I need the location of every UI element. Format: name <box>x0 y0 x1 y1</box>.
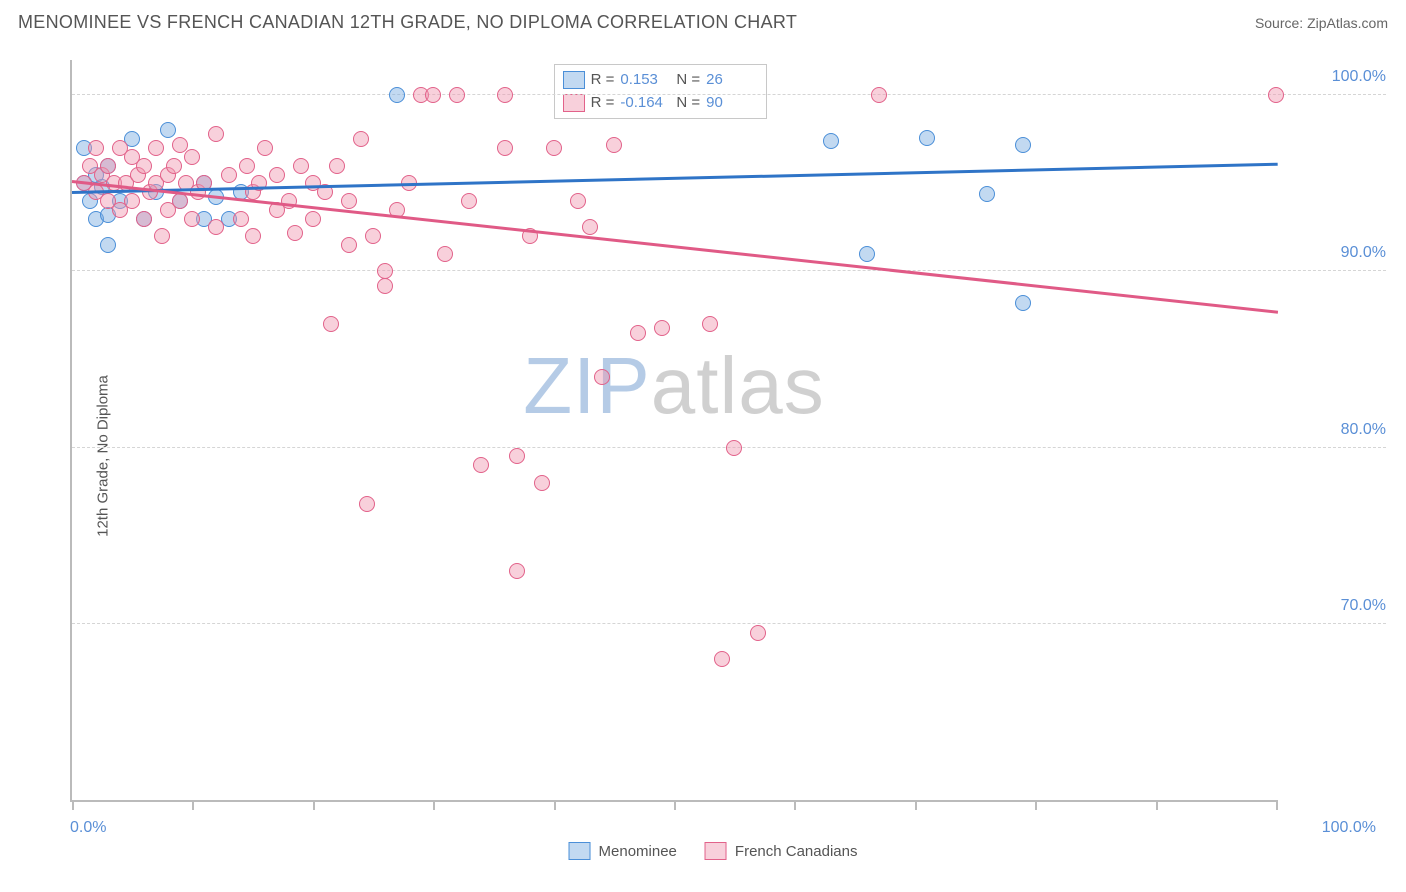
data-point <box>365 228 381 244</box>
data-point <box>166 158 182 174</box>
watermark: ZIPatlas <box>523 340 824 432</box>
data-point <box>88 140 104 156</box>
trend-line <box>72 180 1278 314</box>
x-tick <box>915 800 917 810</box>
data-point <box>160 122 176 138</box>
data-point <box>582 219 598 235</box>
data-point <box>293 158 309 174</box>
data-point <box>1015 137 1031 153</box>
data-point <box>245 228 261 244</box>
data-point <box>136 158 152 174</box>
y-tick-label: 100.0% <box>1286 68 1386 86</box>
data-point <box>461 193 477 209</box>
data-point <box>570 193 586 209</box>
data-point <box>377 278 393 294</box>
data-point <box>449 87 465 103</box>
data-point <box>124 193 140 209</box>
data-point <box>654 320 670 336</box>
data-point <box>919 130 935 146</box>
data-point <box>871 87 887 103</box>
data-point <box>437 246 453 262</box>
plot-area: ZIPatlas R = 0.153 N = 26R = -0.164 N = … <box>70 60 1276 802</box>
data-point <box>425 87 441 103</box>
data-point <box>389 87 405 103</box>
x-tick <box>1156 800 1158 810</box>
data-point <box>208 126 224 142</box>
y-tick-label: 70.0% <box>1286 597 1386 615</box>
data-point <box>1015 295 1031 311</box>
data-point <box>269 167 285 183</box>
data-point <box>359 496 375 512</box>
data-point <box>497 87 513 103</box>
data-point <box>353 131 369 147</box>
data-point <box>341 193 357 209</box>
data-point <box>497 140 513 156</box>
data-point <box>594 369 610 385</box>
chart-container: 12th Grade, No Diploma ZIPatlas R = 0.15… <box>30 50 1396 862</box>
series-legend: Menominee French Canadians <box>569 842 858 860</box>
data-point <box>221 167 237 183</box>
data-point <box>546 140 562 156</box>
data-point <box>509 563 525 579</box>
gridline <box>72 623 1386 624</box>
data-point <box>341 237 357 253</box>
legend-item: French Canadians <box>705 842 858 860</box>
data-point <box>100 237 116 253</box>
x-tick <box>1276 800 1278 810</box>
legend-item: Menominee <box>569 842 677 860</box>
data-point <box>208 219 224 235</box>
data-point <box>148 140 164 156</box>
data-point <box>859 246 875 262</box>
data-point <box>136 211 152 227</box>
data-point <box>714 651 730 667</box>
data-point <box>257 140 273 156</box>
y-tick-label: 90.0% <box>1286 244 1386 262</box>
source-attribution: Source: ZipAtlas.com <box>1255 15 1388 31</box>
x-axis-max-label: 100.0% <box>1322 819 1376 837</box>
x-tick <box>313 800 315 810</box>
stats-legend: R = 0.153 N = 26R = -0.164 N = 90 <box>554 64 768 119</box>
x-tick <box>1035 800 1037 810</box>
data-point <box>239 158 255 174</box>
x-tick <box>794 800 796 810</box>
data-point <box>154 228 170 244</box>
gridline <box>72 270 1386 271</box>
data-point <box>1268 87 1284 103</box>
data-point <box>473 457 489 473</box>
data-point <box>979 186 995 202</box>
data-point <box>233 211 249 227</box>
x-tick <box>554 800 556 810</box>
data-point <box>534 475 550 491</box>
data-point <box>823 133 839 149</box>
chart-title: MENOMINEE VS FRENCH CANADIAN 12TH GRADE,… <box>18 12 797 33</box>
data-point <box>287 225 303 241</box>
data-point <box>726 440 742 456</box>
x-tick <box>192 800 194 810</box>
data-point <box>750 625 766 641</box>
x-tick <box>674 800 676 810</box>
data-point <box>323 316 339 332</box>
data-point <box>329 158 345 174</box>
data-point <box>702 316 718 332</box>
x-tick <box>433 800 435 810</box>
stats-legend-row: R = 0.153 N = 26 <box>563 69 757 92</box>
data-point <box>630 325 646 341</box>
y-tick-label: 80.0% <box>1286 421 1386 439</box>
gridline <box>72 94 1386 95</box>
data-point <box>305 211 321 227</box>
data-point <box>606 137 622 153</box>
data-point <box>184 149 200 165</box>
x-tick <box>72 800 74 810</box>
data-point <box>509 448 525 464</box>
data-point <box>100 158 116 174</box>
data-point <box>184 211 200 227</box>
x-axis-min-label: 0.0% <box>70 819 106 837</box>
